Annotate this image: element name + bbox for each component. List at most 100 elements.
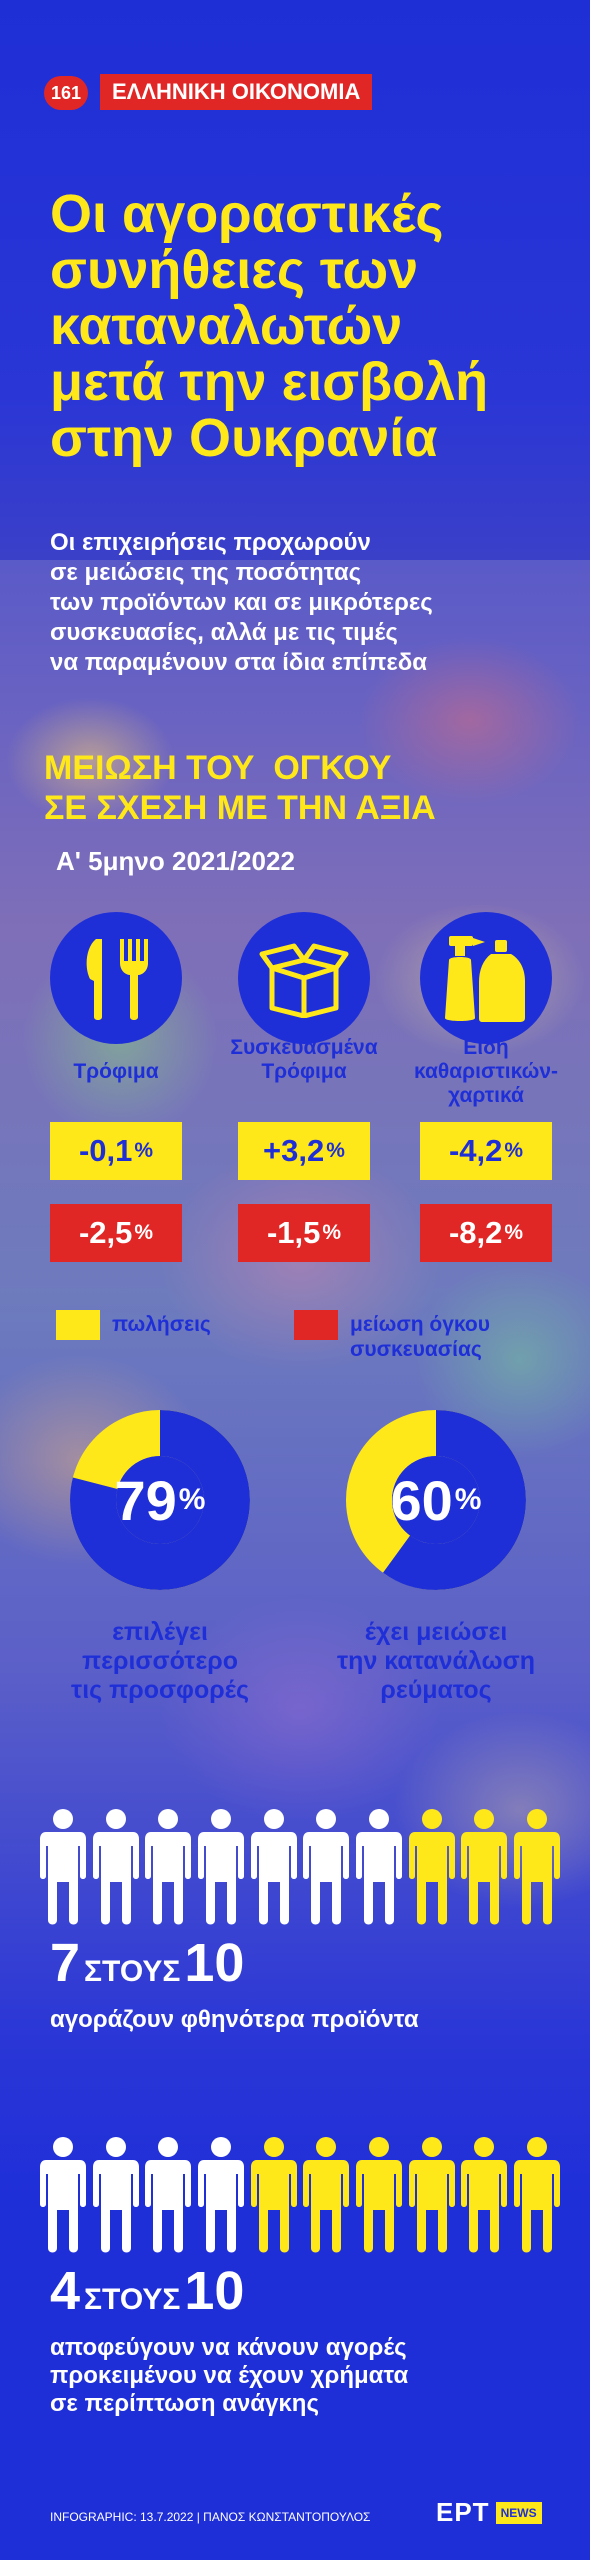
footer-credit: INFOGRAPHIC: 13.7.2022 | ΠΑΝΟΣ ΚΩΝΣΤΑΝΤΟ… xyxy=(50,2510,371,2524)
caption-line: αποφεύγουν να κάνουν αγορές xyxy=(50,2334,407,2361)
category-label-line: Συσκευασμένα xyxy=(230,1036,378,1059)
percent-sign: % xyxy=(322,1221,342,1244)
stat-value: -2,5 xyxy=(78,1215,133,1250)
donut-number: 79 xyxy=(114,1468,177,1532)
legend-sales-swatch xyxy=(56,1310,100,1340)
subtitle-line: σε μειώσεις της ποσότητας xyxy=(50,559,362,586)
caption-line: αγοράζουν φθηνότερα προϊόντα xyxy=(50,2006,419,2033)
cheaper-stat-number: 7 ΣΤΟΥΣ10 xyxy=(50,1932,244,1994)
category-label-line: Τρόφιμα xyxy=(73,1060,159,1083)
donut-label-line: την κατανάλωση xyxy=(337,1647,535,1675)
category-label-line: χαρτικά xyxy=(448,1084,524,1107)
bottom-background xyxy=(0,2040,590,2560)
food-icon-circle xyxy=(50,912,182,1044)
cheaper-stat-caption: αγοράζουν φθηνότερα προϊόντα xyxy=(50,2006,419,2034)
stat-of: ΣΤΟΥΣ xyxy=(84,2283,181,2316)
stat-value: -4,2 xyxy=(448,1133,503,1168)
percent-sign: % xyxy=(134,1221,154,1244)
stat-total: 10 xyxy=(184,1933,245,1993)
people-row-avoid xyxy=(40,2136,560,2256)
percent-sign: % xyxy=(504,1139,524,1162)
period-label: Α' 5μηνο 2021/2022 xyxy=(56,846,295,876)
donut-electricity xyxy=(346,1410,526,1590)
donut-value-arc xyxy=(70,1410,250,1590)
avoid-stat-number: 4 ΣΤΟΥΣ10 xyxy=(50,2260,244,2322)
box-icon xyxy=(259,943,349,1018)
cleaning-products-icon xyxy=(445,936,525,1022)
subtitle-line: των προϊόντων και σε μικρότερες xyxy=(50,589,433,616)
title-line: στην Ουκρανία xyxy=(50,408,438,468)
donut-label-line: περισσότερο xyxy=(82,1647,238,1675)
category-label-line: Είδη xyxy=(463,1036,509,1059)
issue-number-badge: 161 xyxy=(44,76,88,110)
subtitle-line: να παραμένουν στα ίδια επίπεδα xyxy=(50,649,428,676)
person-icon xyxy=(92,1809,139,1925)
category-label-line: καθαριστικών- xyxy=(413,1060,558,1083)
caption-line: σε περίπτωση ανάγκης xyxy=(50,2390,319,2417)
person-icon xyxy=(461,1809,508,1925)
legend-volume-line: μείωση όγκου xyxy=(350,1313,490,1336)
person-icon xyxy=(303,1809,350,1925)
subtitle-line: Οι επιχειρήσεις προχωρούν xyxy=(50,529,371,556)
stat-value: -8,2 xyxy=(448,1215,503,1250)
person-icon xyxy=(355,1809,402,1925)
stat-total: 10 xyxy=(184,2261,245,2321)
donut-offers xyxy=(70,1410,250,1590)
donut-center xyxy=(392,1456,480,1544)
person-icon xyxy=(40,1809,86,1925)
person-icon xyxy=(408,2137,455,2253)
legend-volume-line: συσκευασίας xyxy=(350,1338,482,1361)
donut-label-line: ρεύματος xyxy=(380,1676,492,1704)
packaged-food-icon-circle xyxy=(238,912,370,1044)
person-icon xyxy=(408,1809,455,1925)
cleaning-volume-stat: -8,2% xyxy=(420,1204,552,1262)
volume-section-title: ΜΕΙΩΣΗ ΤΟΥ ΟΓΚΟΥ ΣΕ ΣΧΕΣΗ ΜΕ ΤΗΝ ΑΞΙΑ xyxy=(44,748,564,828)
person-icon xyxy=(513,2137,560,2253)
percent-sign: % xyxy=(178,1483,206,1516)
percent-sign: % xyxy=(454,1483,482,1516)
title-line: συνήθειες των xyxy=(50,240,419,300)
logo-sub: NEWS xyxy=(495,2501,542,2524)
person-icon xyxy=(40,2137,86,2253)
donut-offers-value: 79% xyxy=(70,1410,250,1590)
donut-offers-label: επιλέγει περισσότερο τις προσφορές xyxy=(40,1618,280,1705)
person-icon xyxy=(197,2137,244,2253)
donut-label-line: έχει μειώσει xyxy=(364,1618,508,1646)
legend-volume-swatch xyxy=(294,1310,338,1340)
stat-value: -0,1 xyxy=(78,1133,133,1168)
person-icon xyxy=(145,2137,192,2253)
donut-electricity-value: 60% xyxy=(346,1410,526,1590)
category-label-cleaning: Είδη καθαριστικών- χαρτικά xyxy=(396,1036,576,1108)
page-subtitle: Οι επιχειρήσεις προχωρούν σε μειώσεις τη… xyxy=(50,528,570,678)
section-title-line: ΣΕ ΣΧΕΣΗ ΜΕ ΤΗΝ ΑΞΙΑ xyxy=(44,789,436,827)
page-title: Οι αγοραστικές συνήθειες των καταναλωτών… xyxy=(50,186,560,466)
person-icon xyxy=(355,2137,402,2253)
supermarket-photo-background xyxy=(0,560,590,2040)
logo-main: ΕΡΤ xyxy=(436,2497,490,2527)
fork-knife-icon xyxy=(86,939,148,1020)
percent-sign: % xyxy=(504,1221,524,1244)
packaged-volume-stat: -1,5% xyxy=(238,1204,370,1262)
category-label-food: Τρόφιμα xyxy=(26,1060,206,1084)
person-icon xyxy=(461,2137,508,2253)
donut-label-line: επιλέγει xyxy=(112,1618,208,1646)
legend-sales-label: πωλήσεις xyxy=(112,1313,211,1336)
person-icon xyxy=(92,2137,139,2253)
packaged-sales-stat: +3,2% xyxy=(238,1122,370,1180)
subtitle-line: συσκευασίες, αλλά με τις τιμές xyxy=(50,619,398,646)
person-icon xyxy=(250,2137,297,2253)
donut-label-line: τις προσφορές xyxy=(71,1676,249,1704)
food-volume-stat: -2,5% xyxy=(50,1204,182,1262)
section-label-badge: ΕΛΛΗΝΙΚΗ ΟΙΚΟΝΟΜΙΑ xyxy=(100,74,373,110)
ert-news-logo: ΕΡΤ NEWS xyxy=(436,2497,542,2528)
donut-value-arc xyxy=(346,1410,526,1590)
section-title-line: ΜΕΙΩΣΗ ΤΟΥ ΟΓΚΟΥ xyxy=(44,749,392,787)
donut-center xyxy=(116,1456,204,1544)
caption-line: προκειμένου να έχουν χρήματα xyxy=(50,2362,409,2389)
stat-count: 7 xyxy=(50,1933,81,1993)
stat-value: +3,2 xyxy=(263,1133,325,1168)
legend-volume-label: μείωση όγκου συσκευασίας xyxy=(350,1312,490,1362)
category-label-packaged: Συσκευασμένα Τρόφιμα xyxy=(214,1036,394,1084)
percent-sign: % xyxy=(326,1139,345,1162)
